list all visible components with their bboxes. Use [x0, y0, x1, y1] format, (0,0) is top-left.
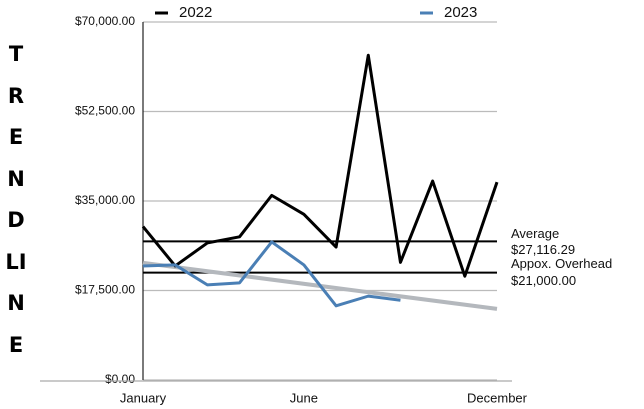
y-tick-label: $70,000.00 — [75, 14, 135, 28]
y-tick-label: $0.00 — [105, 372, 135, 386]
x-tick-label: June — [290, 390, 318, 405]
reference-label: Average — [511, 226, 559, 241]
legend-label: 2022 — [179, 4, 212, 21]
y-tick-label: $35,000.00 — [75, 193, 135, 207]
x-tick-label: January — [120, 390, 167, 405]
reference-value: $27,116.29 — [511, 242, 575, 257]
y-tick-label: $52,500.00 — [75, 104, 135, 118]
series-line — [141, 53, 499, 278]
reference-value: $21,000.00 — [511, 273, 576, 288]
side-title: TRENDLINE — [5, 42, 27, 357]
x-tick-label: December — [467, 390, 528, 405]
series-line — [142, 240, 401, 308]
legend-label: 2023 — [444, 4, 477, 21]
reference-label: Appox. Overhead — [511, 256, 612, 271]
y-tick-label: $17,500.00 — [75, 283, 135, 297]
